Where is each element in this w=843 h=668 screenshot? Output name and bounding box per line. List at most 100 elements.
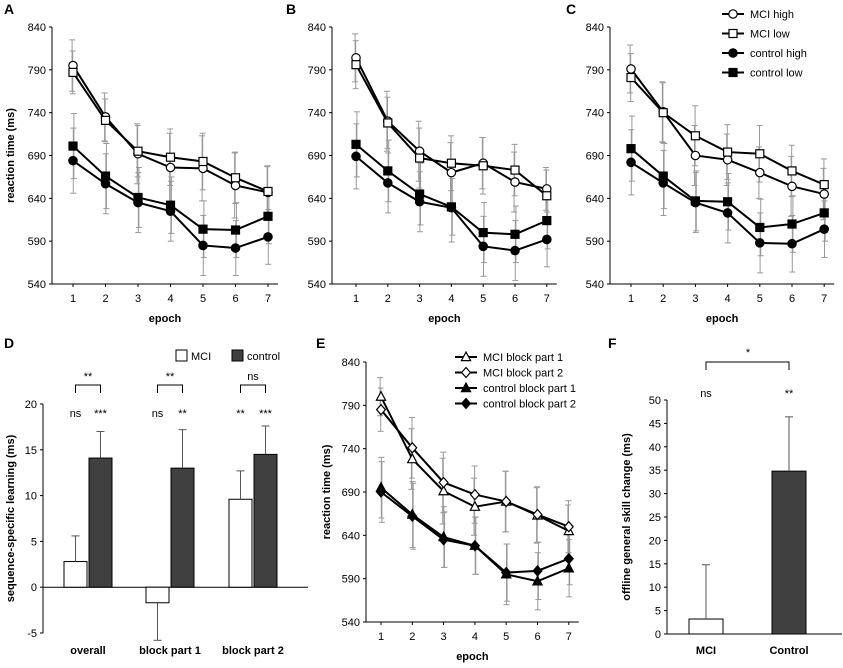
panel-label-c: C (566, 1, 576, 17)
pd-bar-significance: ns (152, 408, 164, 420)
pd-bracket (157, 384, 183, 393)
pe-x-tick-label: 6 (534, 631, 540, 643)
pe-point-mci-block-part-1 (469, 500, 481, 511)
pf-y-tick-label: 0 (655, 629, 661, 641)
pb-y-tick-label: 540 (308, 279, 326, 291)
pe-y-tick-label: 640 (342, 530, 360, 542)
pd-bar-mci (63, 561, 88, 588)
pe-x-tick-label: 1 (378, 631, 384, 643)
pe-y-tick-label: 790 (342, 400, 360, 412)
pb-x-tick-label: 6 (512, 293, 518, 305)
pb-point-control-high (478, 241, 488, 252)
pe-point-mci-block-part-2 (501, 495, 512, 508)
pc-legend-marker-mci-low (728, 28, 738, 39)
pe-point-control-block-part-2 (407, 510, 418, 523)
pe-point-mci-block-part-1 (406, 452, 418, 464)
pb-point-mci-low (351, 60, 361, 70)
pc-point-mci-low (787, 166, 797, 176)
pa-y-tick-label: 840 (28, 22, 46, 34)
panel-label-a: A (4, 1, 14, 17)
pa-point-control-high (230, 243, 241, 253)
pe-point-control-block-part-2 (501, 566, 512, 579)
pb-point-control-high (382, 178, 393, 188)
pe-legend-label-mci-block-part-2: MCI block part 2 (483, 368, 563, 380)
pa-x-tick-label: 7 (265, 293, 271, 305)
pe-point-control-block-part-2 (532, 564, 543, 577)
pe-point-mci-block-part-1 (437, 484, 450, 496)
pe-point-mci-block-part-1 (375, 390, 387, 401)
pd-category-label: overall (70, 645, 105, 657)
pf-category-label: Control (769, 645, 808, 657)
pa-y-tick-label: 540 (28, 279, 46, 291)
pe-legend-marker-control-block-part-1 (460, 381, 472, 393)
pb-point-mci-low (510, 165, 520, 175)
pc-point-control-low (626, 144, 636, 154)
pb-point-control-low (510, 229, 520, 239)
pf-y-tick-label: 40 (649, 442, 661, 454)
pe-legend-label-control-block-part-2: control block part 2 (483, 399, 576, 411)
pc-x-tick-label: 1 (628, 293, 634, 305)
pa-x-tick-label: 3 (135, 293, 141, 305)
pc-point-control-low (658, 171, 668, 181)
pa-point-control-low (263, 211, 273, 221)
pe-legend-label-control-block-part-1: control block part 1 (483, 383, 576, 395)
pf-y-axis-title: offline general skill change (ms) (621, 433, 633, 601)
pc-point-control-high (819, 224, 829, 234)
pe-y-tick-label: 840 (342, 357, 360, 369)
pf-bar-significance: ns (700, 388, 712, 400)
pb-y-tick-label: 840 (308, 22, 326, 34)
pe-point-mci-block-part-2 (563, 520, 574, 533)
pc-point-control-low (819, 208, 829, 218)
pa-x-axis-title: epoch (149, 313, 182, 325)
pc-point-mci-high (690, 150, 701, 161)
panel-label-e: E (316, 335, 325, 351)
pe-point-control-block-part-2 (375, 486, 387, 498)
pb-x-tick-label: 5 (480, 293, 486, 305)
pa-point-control-high (68, 155, 78, 166)
pb-x-tick-label: 2 (385, 293, 391, 305)
pb-point-mci-low (383, 118, 393, 128)
pc-y-tick-label: 740 (586, 108, 604, 120)
pb-y-tick-label: 590 (308, 236, 326, 248)
pa-x-tick-label: 5 (200, 293, 206, 305)
pe-point-control-block-part-1 (531, 574, 544, 586)
pa-point-control-high (263, 232, 273, 242)
pb-x-tick-label: 4 (448, 293, 454, 305)
pe-point-control-block-part-2 (563, 552, 574, 565)
pd-bar-significance: *** (259, 408, 273, 420)
pf-y-tick-label: 25 (649, 512, 661, 524)
pe-y-tick-label: 590 (342, 574, 360, 586)
pb-point-mci-low (415, 153, 425, 163)
pd-bar-significance: ** (178, 408, 187, 420)
pf-y-tick-label: 20 (649, 535, 661, 547)
pd-bar-significance: ** (236, 408, 245, 420)
pc-point-control-high (722, 208, 733, 218)
pc-point-mci-low (819, 180, 829, 190)
pd-legend-swatch-mci (175, 349, 188, 362)
pc-point-control-high (626, 157, 636, 168)
pa-point-control-low (165, 200, 176, 210)
pf-bracket-significance: * (746, 347, 751, 359)
pb-x-tick-label: 1 (353, 293, 359, 305)
pa-point-mci-low (230, 173, 241, 183)
pd-y-tick-label: 20 (25, 399, 37, 411)
pd-bar-control (170, 467, 195, 588)
pd-bracket (240, 384, 266, 393)
pa-y-tick-label: 690 (28, 151, 46, 163)
pb-point-control-low (478, 228, 488, 238)
pb-point-control-low (351, 139, 361, 149)
pf-bracket (705, 361, 790, 370)
pa-point-control-low (68, 141, 78, 151)
pa-point-mci-low (68, 67, 78, 78)
pb-point-control-low (415, 189, 425, 199)
pc-point-mci-high (754, 167, 765, 178)
pc-y-tick-label: 540 (586, 279, 604, 291)
pa-y-tick-label: 740 (28, 108, 46, 120)
pe-point-mci-block-part-2 (407, 441, 418, 454)
pd-bracket-significance: ** (166, 371, 175, 383)
pb-point-control-low (383, 166, 393, 176)
pf-bar-significance: ** (785, 388, 794, 400)
pe-point-mci-block-part-2 (469, 488, 481, 501)
pd-y-tick-label: 10 (25, 491, 37, 503)
